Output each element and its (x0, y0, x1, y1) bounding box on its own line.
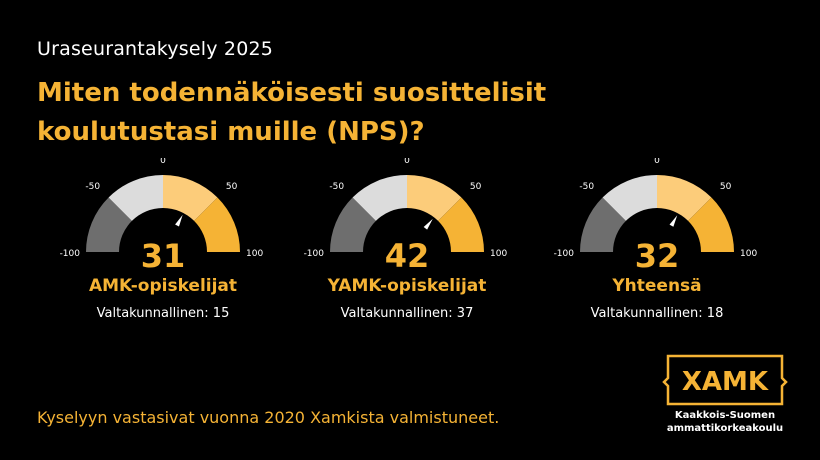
gauge-score: 32 (634, 237, 680, 275)
gauge-needle (175, 214, 183, 227)
gauge-score: 42 (384, 237, 430, 275)
logo-line-2: ammattikorkeakoulu (666, 423, 784, 434)
headline-line-2: koulutustasi muille (NPS)? (37, 117, 425, 147)
gauge-tick-high: 50 (470, 182, 482, 192)
footnote: Kyselyyn vastasivat vuonna 2020 Xamkista… (37, 408, 500, 427)
logo-wordmark-frame: XAMK (662, 354, 788, 406)
gauge-tick-max: 100 (246, 249, 263, 259)
gauge-total: -100 -50 0 50 100 32 Yhteensä Valtakunnallin… (537, 158, 777, 338)
gauge-group-label: Yhteensä (612, 276, 702, 296)
page-headline: Miten todennäköisesti suosittelisit koul… (37, 74, 637, 152)
gauge-tick-min: -100 (304, 249, 325, 259)
logo-line-1: Kaakkois-Suomen (674, 410, 776, 421)
gauge-segment-mid-high (657, 175, 712, 221)
gauge-group-label: AMK-opiskelijat (88, 276, 238, 296)
gauge-segment-mid-low (602, 175, 657, 221)
gauge-segment-low (330, 197, 376, 252)
headline-line-1: Miten todennäköisesti suosittelisit (37, 78, 547, 108)
gauge-tick-max: 100 (740, 249, 757, 259)
gauge-yamk: -100 -50 0 50 100 42 YAMK-opiskelijat Valtak… (287, 158, 527, 338)
gauge-tick-mid: 0 (654, 158, 660, 166)
gauge-tick-high: 50 (226, 182, 238, 192)
gauge-dial: -100 -50 0 50 100 (60, 158, 264, 259)
gauge-score: 31 (140, 237, 186, 275)
gauge-segment-mid-high (163, 175, 218, 221)
gauge-national-value: Valtakunnallinen: 37 (340, 306, 474, 321)
gauge-segment-low (86, 197, 132, 252)
gauge-needle (669, 215, 678, 227)
gauge-dial: -100 -50 0 50 100 (304, 158, 508, 259)
gauge-national-value: Valtakunnallinen: 15 (96, 306, 230, 321)
gauge-tick-min: -100 (60, 249, 81, 259)
gauge-amk: -100 -50 0 50 100 31 AMK-opiskelijat Valtaku… (43, 158, 283, 338)
gauge-group-label: YAMK-opiskelijat (327, 276, 487, 296)
gauge-segment-high (438, 197, 484, 252)
gauge-tick-min: -100 (554, 249, 575, 259)
gauge-segment-high (688, 197, 734, 252)
gauge-tick-mid: 0 (160, 158, 166, 166)
survey-title: Uraseurantakysely 2025 (37, 38, 274, 60)
gauge-tick-high: 50 (720, 182, 732, 192)
gauge-tick-low: -50 (329, 182, 344, 192)
xamk-logo: XAMK Kaakkois-Suomen ammattikorkeakoulu (662, 354, 788, 442)
gauge-segment-mid-low (108, 175, 163, 221)
gauge-national-value: Valtakunnallinen: 18 (590, 306, 724, 321)
gauge-needle (423, 218, 433, 230)
gauge-segment-low (580, 197, 626, 252)
gauge-tick-mid: 0 (404, 158, 410, 166)
gauge-tick-max: 100 (490, 249, 507, 259)
gauge-tick-low: -50 (579, 182, 594, 192)
gauge-segment-mid-low (352, 175, 407, 221)
gauge-segment-high (194, 197, 240, 252)
gauge-segment-mid-high (407, 175, 462, 221)
gauge-dial: -100 -50 0 50 100 (554, 158, 758, 259)
logo-wordmark: XAMK (682, 367, 769, 397)
gauge-tick-low: -50 (85, 182, 100, 192)
